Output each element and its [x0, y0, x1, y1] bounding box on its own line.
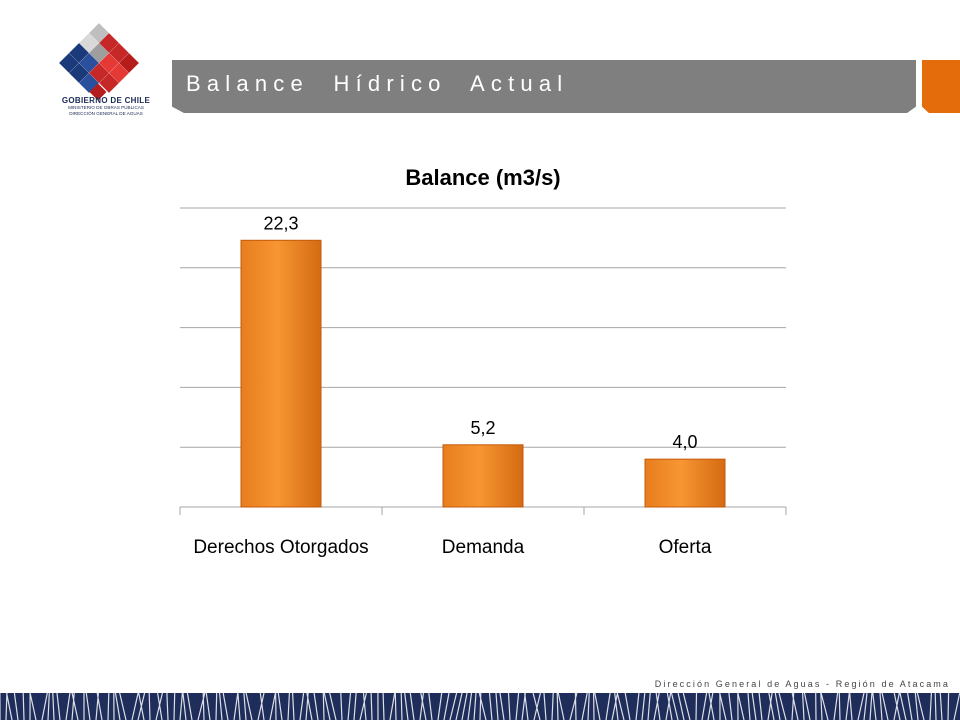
page-title: Balance Hídrico Actual [186, 71, 569, 96]
accent-tab [922, 60, 960, 113]
bar-oferta [644, 458, 726, 508]
footer-text: Dirección General de Aguas - Región de A… [654, 679, 950, 689]
gobierno-de-chile-logo [40, 22, 170, 122]
chart-title: Balance (m3/s) [405, 165, 560, 190]
data-label: 5,2 [470, 418, 495, 438]
bar-demanda [442, 444, 524, 508]
logo-mark-icon [59, 23, 139, 101]
data-label: 22,3 [263, 213, 298, 233]
title-bar [172, 60, 916, 113]
bar-derechos-otorgados [240, 239, 322, 508]
category-label: Derechos Otorgados [193, 537, 368, 558]
category-label: Oferta [659, 537, 712, 558]
logo-line-3: DIRECCIÓN GENERAL DE AGUAS [69, 111, 143, 116]
logo-line-2: MINISTERIO DE OBRAS PÚBLICAS [68, 105, 144, 110]
footer-band [0, 693, 960, 720]
data-label: 4,0 [672, 432, 697, 452]
logo-line-1: GOBIERNO DE CHILE [61, 96, 151, 105]
logo-text: GOBIERNO DE CHILE MINISTERIO DE OBRAS PÚ… [46, 96, 166, 117]
category-label: Demanda [442, 537, 525, 558]
footer-scribble-pattern [0, 693, 960, 720]
scribble-lines [0, 693, 960, 720]
